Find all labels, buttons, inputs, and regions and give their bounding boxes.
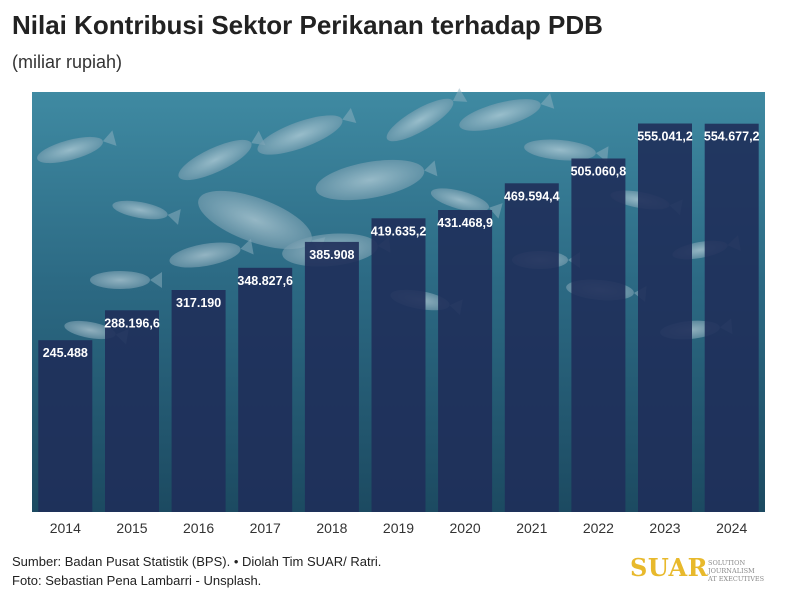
x-axis-ticks: 2014 2015 2016 2017 2018 2019 2020 2021 2022 2023…: [50, 520, 748, 536]
value-label-2019: 419.635,2: [371, 224, 427, 238]
fish-tail-shape: [240, 238, 254, 255]
fish-shape: [178, 139, 252, 181]
bar-2020: [438, 210, 493, 512]
bar-2016: [171, 290, 226, 512]
fish-shape: [315, 159, 425, 201]
x-tick-2014: 2014: [50, 520, 81, 536]
fish-shape: [64, 320, 116, 340]
value-label-2022: 505.060,8: [571, 165, 627, 179]
x-tick-2016: 2016: [183, 520, 214, 536]
value-label-2020: 431.468,9: [437, 216, 493, 230]
fish-tail-shape: [488, 203, 503, 219]
x-tick-2024: 2024: [716, 520, 747, 536]
x-tick-2015: 2015: [116, 520, 147, 536]
chart-title: Nilai Kontribusi Sektor Perikanan terhad…: [12, 10, 603, 40]
bar-chart: 245.488 288.196,6 317.190 348.827,6 385.908 4…: [32, 88, 765, 536]
bar-2014: [38, 340, 93, 512]
value-label-2015: 288.196,6: [104, 316, 160, 330]
x-tick-2017: 2017: [250, 520, 281, 536]
value-label-2024: 554.677,2: [704, 130, 760, 144]
logo-tagline-1: SOLUTION JOURNALISM: [708, 559, 755, 575]
fish-shape: [386, 98, 454, 142]
x-tick-2021: 2021: [516, 520, 547, 536]
value-labels: 245.488 288.196,6 317.190 348.827,6 385.908 4…: [43, 130, 760, 361]
fish-shape: [459, 99, 541, 131]
value-label-2017: 348.827,6: [237, 274, 293, 288]
logo-tagline: SOLUTION JOURNALISM AT EXECUTIVES: [708, 559, 788, 583]
value-label-2018: 385.908: [309, 248, 354, 262]
x-tick-2022: 2022: [583, 520, 614, 536]
fish-tail-shape: [424, 160, 438, 177]
x-tick-2018: 2018: [316, 520, 347, 536]
value-label-2014: 245.488: [43, 346, 88, 360]
bar-2023: [638, 123, 692, 512]
fish-shape: [430, 188, 490, 212]
logo-tagline-2: AT EXECUTIVES: [708, 575, 765, 583]
fish-shape: [37, 136, 103, 164]
fish-shape: [112, 200, 168, 220]
fish-tail-shape: [452, 88, 468, 102]
fish-tail-shape: [595, 146, 609, 163]
fish-tail-shape: [342, 107, 357, 124]
value-label-2016: 317.190: [176, 296, 221, 310]
bar-2024: [704, 123, 759, 512]
bar-2022: [571, 158, 626, 512]
logo-wordmark: SUAR: [630, 553, 709, 582]
value-label-2021: 469.594,4: [504, 189, 560, 203]
fish-tail-shape: [540, 93, 555, 109]
bar-2015: [105, 310, 159, 512]
fish-shape: [198, 190, 312, 250]
fish-tail-shape: [150, 272, 162, 288]
suar-logo: SUAR SOLUTION JOURNALISM AT EXECUTIVES: [630, 553, 790, 583]
bar-2021: [504, 183, 559, 513]
fish-shape: [90, 271, 150, 289]
x-tick-2023: 2023: [649, 520, 680, 536]
fish-shape: [524, 139, 596, 161]
bar-2018: [304, 241, 359, 512]
source-note: Sumber: Badan Pusat Statistik (BPS). • D…: [12, 552, 381, 590]
x-tick-2020: 2020: [450, 520, 481, 536]
fish-tail-shape: [102, 130, 117, 146]
x-tick-2019: 2019: [383, 520, 414, 536]
chart-subtitle: (miliar rupiah): [12, 52, 123, 72]
fish-shape: [257, 115, 343, 155]
bar-2019: [371, 218, 426, 513]
fish-shape: [169, 242, 241, 268]
fish-tail-shape: [167, 209, 181, 225]
source-line: Sumber: Badan Pusat Statistik (BPS). • D…: [12, 554, 382, 569]
bars: [38, 123, 759, 513]
value-label-2023: 555.041,2: [637, 130, 693, 144]
bar-2017: [238, 267, 293, 512]
photo-credit: Foto: Sebastian Pena Lambarri - Unsplash…: [12, 573, 262, 588]
